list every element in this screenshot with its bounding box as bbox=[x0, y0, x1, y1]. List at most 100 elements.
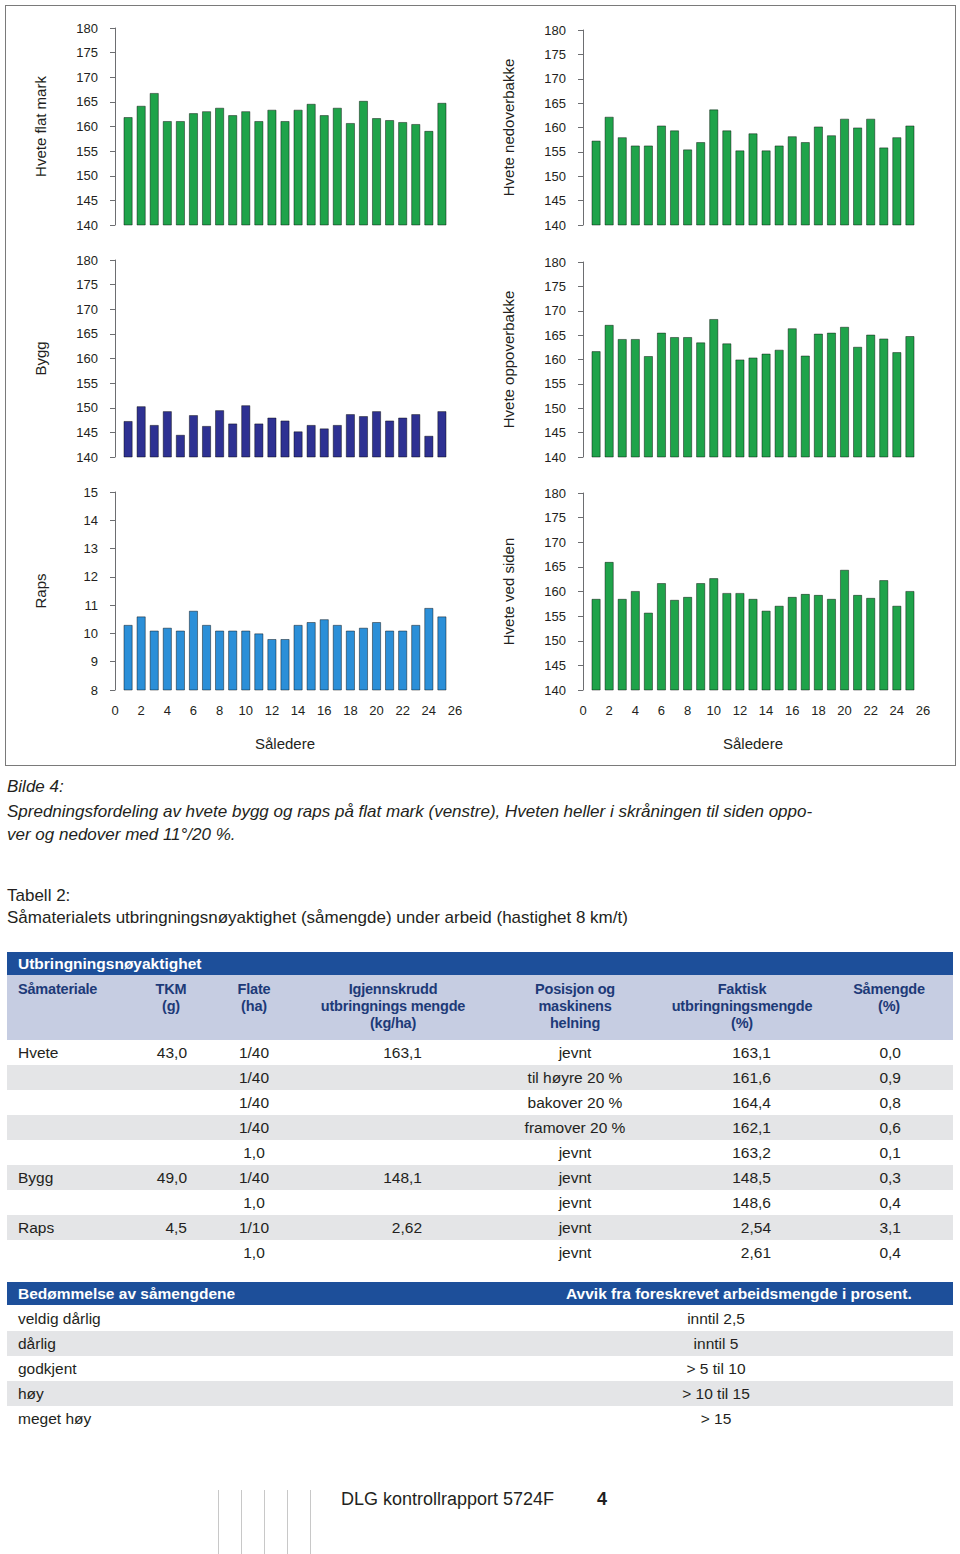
svg-text:180: 180 bbox=[544, 486, 566, 501]
svg-text:140: 140 bbox=[76, 450, 98, 465]
svg-text:160: 160 bbox=[544, 120, 566, 135]
svg-text:24: 24 bbox=[890, 703, 904, 718]
svg-text:6: 6 bbox=[190, 703, 197, 718]
svg-text:140: 140 bbox=[544, 218, 566, 233]
svg-text:8: 8 bbox=[91, 683, 98, 698]
svg-text:145: 145 bbox=[544, 425, 566, 440]
svg-text:Såledere: Såledere bbox=[255, 735, 315, 752]
html-text:43,0: 43,0 bbox=[156, 1044, 187, 1061]
svg-text:16: 16 bbox=[317, 703, 331, 718]
svg-text:175: 175 bbox=[544, 510, 566, 525]
svg-text:165: 165 bbox=[76, 94, 98, 109]
svg-text:150: 150 bbox=[76, 400, 98, 415]
svg-text:Hvete flat mark: Hvete flat mark bbox=[32, 76, 49, 177]
svg-text:18: 18 bbox=[343, 703, 357, 718]
svg-text:155: 155 bbox=[544, 609, 566, 624]
svg-text:8: 8 bbox=[216, 703, 223, 718]
svg-text:175: 175 bbox=[76, 45, 98, 60]
svg-text:4: 4 bbox=[632, 703, 639, 718]
svg-text:20: 20 bbox=[837, 703, 851, 718]
svg-text:12: 12 bbox=[265, 703, 279, 718]
svg-text:2: 2 bbox=[138, 703, 145, 718]
svg-text:165: 165 bbox=[544, 559, 566, 574]
svg-text:11: 11 bbox=[85, 598, 99, 613]
svg-text:150: 150 bbox=[544, 633, 566, 648]
svg-text:145: 145 bbox=[544, 658, 566, 673]
svg-text:12: 12 bbox=[733, 703, 747, 718]
svg-text:170: 170 bbox=[76, 70, 98, 85]
html-text:Bilde 4:: Bilde 4: bbox=[7, 777, 64, 796]
svg-text:26: 26 bbox=[916, 703, 930, 718]
svg-text:175: 175 bbox=[544, 279, 566, 294]
svg-text:155: 155 bbox=[76, 144, 98, 159]
svg-text:13: 13 bbox=[84, 541, 98, 556]
svg-text:2: 2 bbox=[606, 703, 613, 718]
svg-text:165: 165 bbox=[544, 96, 566, 111]
svg-text:160: 160 bbox=[544, 584, 566, 599]
svg-text:24: 24 bbox=[422, 703, 436, 718]
svg-text:145: 145 bbox=[76, 425, 98, 440]
svg-text:150: 150 bbox=[76, 168, 98, 183]
svg-text:160: 160 bbox=[76, 351, 98, 366]
svg-text:12: 12 bbox=[84, 569, 98, 584]
svg-text:4: 4 bbox=[164, 703, 171, 718]
svg-text:26: 26 bbox=[448, 703, 462, 718]
svg-text:Hvete ved siden: Hvete ved siden bbox=[500, 538, 517, 646]
svg-text:150: 150 bbox=[544, 169, 566, 184]
html-text:1/40: 1/40 bbox=[238, 1044, 270, 1061]
html-text:Spredningsfordeling av hvete b: Spredningsfordeling av hvete bygg og rap… bbox=[7, 802, 813, 821]
html-text:163,1: 163,1 bbox=[383, 1044, 422, 1061]
svg-text:180: 180 bbox=[544, 23, 566, 38]
svg-text:180: 180 bbox=[76, 21, 98, 36]
svg-text:175: 175 bbox=[76, 277, 98, 292]
svg-text:165: 165 bbox=[544, 328, 566, 343]
svg-text:140: 140 bbox=[76, 218, 98, 233]
svg-text:10: 10 bbox=[707, 703, 721, 718]
html-text:DLG kontrollrapport 5724F: DLG kontrollrapport 5724F bbox=[341, 1489, 555, 1509]
svg-text:170: 170 bbox=[544, 535, 566, 550]
svg-text:165: 165 bbox=[76, 326, 98, 341]
svg-text:8: 8 bbox=[684, 703, 691, 718]
html-text:Såmaterialets utbringningsnøya: Såmaterialets utbringningsnøyaktighet (s… bbox=[7, 908, 628, 927]
svg-text:170: 170 bbox=[544, 71, 566, 86]
html-text:Hvete: Hvete bbox=[18, 1044, 59, 1061]
svg-text:140: 140 bbox=[544, 450, 566, 465]
svg-text:155: 155 bbox=[544, 376, 566, 391]
svg-text:20: 20 bbox=[369, 703, 383, 718]
svg-text:180: 180 bbox=[76, 253, 98, 268]
svg-text:0: 0 bbox=[579, 703, 586, 718]
svg-text:22: 22 bbox=[395, 703, 409, 718]
svg-text:Raps: Raps bbox=[32, 573, 49, 608]
svg-text:10: 10 bbox=[84, 626, 98, 641]
svg-text:140: 140 bbox=[544, 683, 566, 698]
svg-text:9: 9 bbox=[91, 654, 98, 669]
svg-text:155: 155 bbox=[544, 144, 566, 159]
svg-text:15: 15 bbox=[84, 485, 98, 500]
svg-text:6: 6 bbox=[658, 703, 665, 718]
svg-text:160: 160 bbox=[544, 352, 566, 367]
svg-text:145: 145 bbox=[544, 193, 566, 208]
html-text:ver og nedover med 11°/20 %.: ver og nedover med 11°/20 %. bbox=[7, 825, 236, 844]
svg-text:0: 0 bbox=[111, 703, 118, 718]
svg-text:170: 170 bbox=[76, 302, 98, 317]
svg-text:10: 10 bbox=[239, 703, 253, 718]
svg-text:180: 180 bbox=[544, 255, 566, 270]
svg-text:Hvete oppoverbakke: Hvete oppoverbakke bbox=[500, 291, 517, 429]
svg-text:155: 155 bbox=[76, 376, 98, 391]
svg-text:Hvete nedoverbakke: Hvete nedoverbakke bbox=[500, 59, 517, 197]
svg-text:14: 14 bbox=[291, 703, 305, 718]
svg-text:Bygg: Bygg bbox=[32, 341, 49, 375]
svg-text:14: 14 bbox=[84, 513, 98, 528]
svg-text:160: 160 bbox=[76, 119, 98, 134]
svg-text:Såledere: Såledere bbox=[723, 735, 783, 752]
svg-text:22: 22 bbox=[863, 703, 877, 718]
svg-text:175: 175 bbox=[544, 47, 566, 62]
svg-text:150: 150 bbox=[544, 401, 566, 416]
html-text:Tabell 2:: Tabell 2: bbox=[7, 886, 71, 905]
html-text:Utbringningsnøyaktighet: Utbringningsnøyaktighet bbox=[18, 955, 202, 972]
svg-text:14: 14 bbox=[759, 703, 773, 718]
svg-text:145: 145 bbox=[76, 193, 98, 208]
svg-text:170: 170 bbox=[544, 303, 566, 318]
svg-text:16: 16 bbox=[785, 703, 799, 718]
svg-text:18: 18 bbox=[811, 703, 825, 718]
